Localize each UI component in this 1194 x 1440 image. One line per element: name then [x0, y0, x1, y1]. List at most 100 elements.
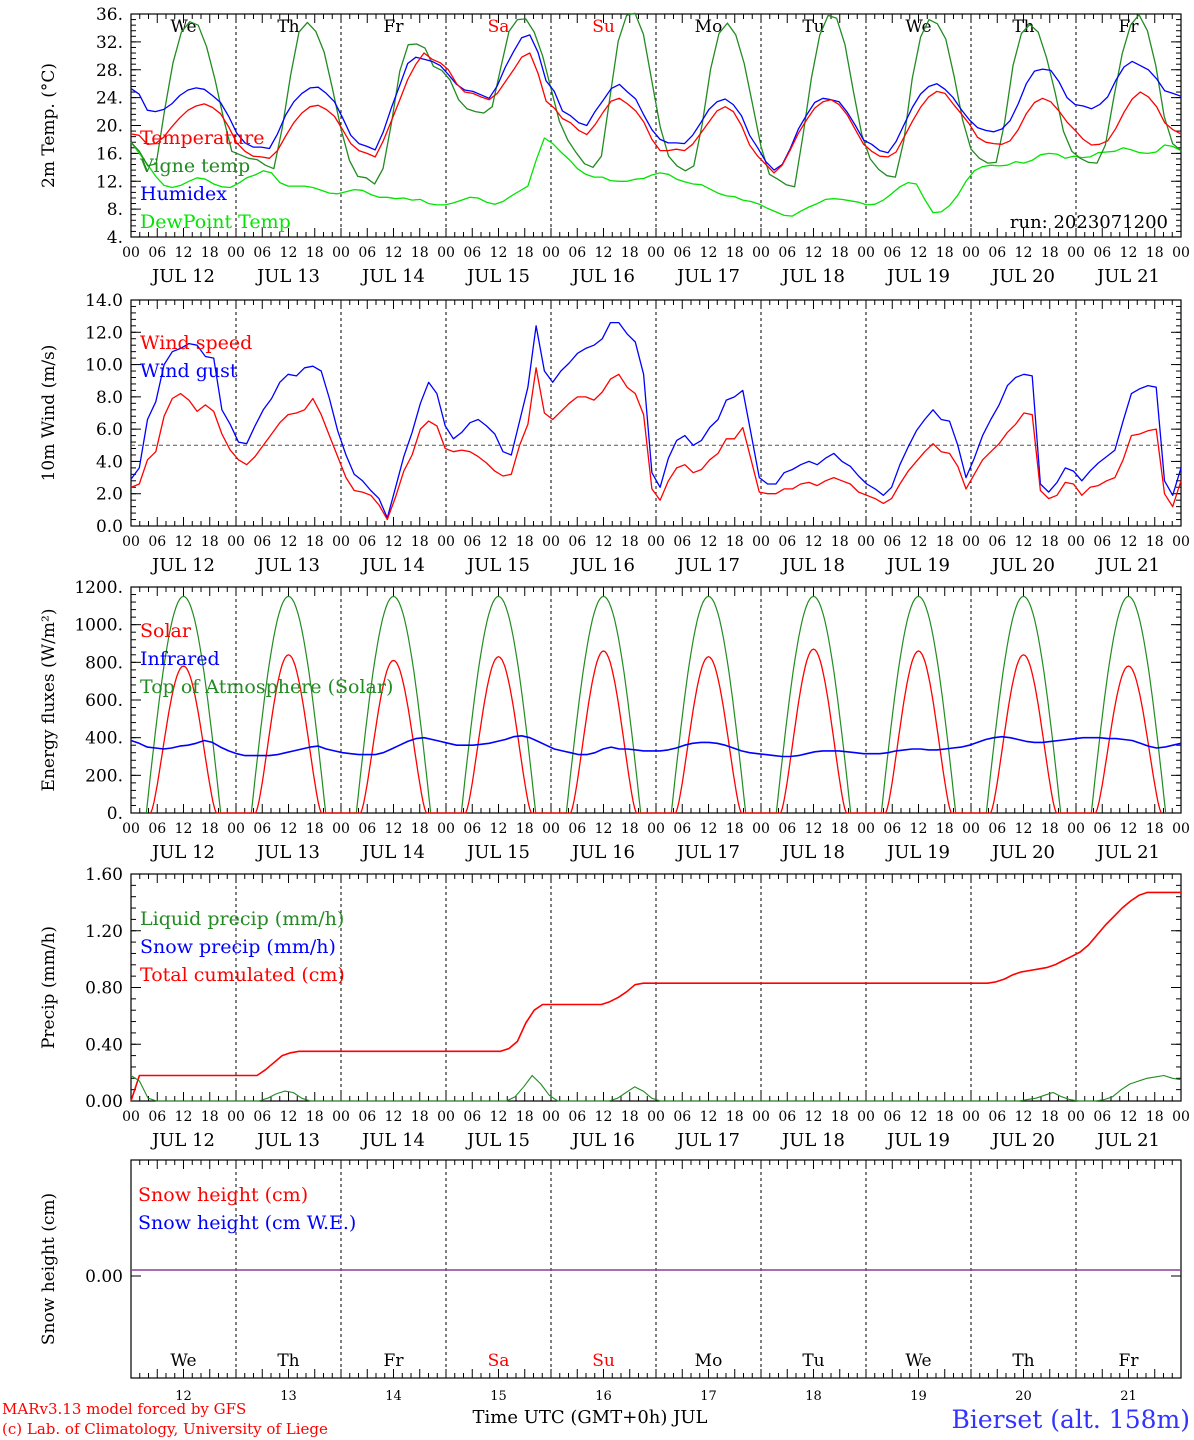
- y-tick-label: 200.: [85, 766, 123, 786]
- day-label: Th: [1012, 17, 1034, 37]
- legend-entry: Liquid precip (mm/h): [140, 908, 344, 930]
- x-date-label: JUL 17: [675, 842, 740, 863]
- x-hour-label: 12: [490, 821, 508, 837]
- x-date-label: JUL 21: [1095, 555, 1160, 576]
- x-hour-label: 06: [673, 245, 691, 261]
- x-hour-label: 00: [752, 245, 770, 261]
- x-hour-label: 06: [148, 1109, 166, 1125]
- x-hour-label: 18: [411, 245, 429, 261]
- x-hour-label: 00: [647, 1109, 665, 1125]
- x-date-label: JUL 14: [360, 555, 425, 576]
- x-hour-label: 00: [1172, 245, 1190, 261]
- x-hour-label: 00: [227, 534, 245, 550]
- x-date-label: JUL 12: [150, 842, 215, 863]
- x-hour-label: 18: [411, 821, 429, 837]
- x-hour-label: 18: [621, 1109, 639, 1125]
- station-name: Bierset (alt. 158m): [951, 1405, 1190, 1434]
- x-hour-label: 00: [1067, 534, 1085, 550]
- y-tick-label: 800.: [85, 653, 123, 673]
- y-axis-label: 10m Wind (m/s): [39, 345, 59, 482]
- y-tick-label: 0.40: [85, 1035, 123, 1055]
- x-date-label: JUL 16: [570, 266, 635, 287]
- x-hour-label: 00: [332, 245, 350, 261]
- x-hour-label: 18: [306, 245, 324, 261]
- x-hour-label: 12: [280, 821, 298, 837]
- day-number: 18: [805, 1389, 822, 1404]
- legend-entry: Infrared: [140, 648, 220, 670]
- series-line-dewpoint-temp: [130, 137, 1182, 217]
- x-hour-label: 00: [752, 534, 770, 550]
- series-line-wind-gust: [130, 321, 1182, 519]
- x-hour-label: 12: [805, 1109, 823, 1125]
- day-label: Su: [592, 17, 615, 37]
- x-date-label: JUL 13: [255, 555, 320, 576]
- legend-entry: Top of Atmosphere (Solar): [140, 676, 393, 698]
- x-hour-label: 18: [621, 245, 639, 261]
- x-date-label: JUL 14: [360, 1130, 425, 1151]
- x-hour-label: 00: [1067, 1109, 1085, 1125]
- legend-entry: Humidex: [140, 183, 227, 205]
- y-axis-label: Precip (mm/h): [39, 926, 59, 1049]
- y-tick-label: 2.0: [96, 485, 123, 505]
- x-hour-label: 18: [621, 534, 639, 550]
- x-hour-label: 06: [988, 245, 1006, 261]
- series-line-solar: [150, 648, 1162, 814]
- y-tick-label: 28.: [96, 61, 123, 81]
- x-date-label: JUL 18: [780, 842, 845, 863]
- x-hour-label: 00: [437, 1109, 455, 1125]
- x-hour-label: 18: [411, 534, 429, 550]
- day-number: 21: [1120, 1389, 1137, 1404]
- x-hour-label: 00: [962, 1109, 980, 1125]
- x-date-label: JUL 19: [885, 1130, 950, 1151]
- x-date-label: JUL 20: [990, 266, 1055, 287]
- x-date-label: JUL 19: [885, 266, 950, 287]
- x-hour-label: 00: [1067, 245, 1085, 261]
- x-hour-label: 06: [1093, 245, 1111, 261]
- legend-entry: Total cumulated (cm): [140, 964, 345, 986]
- y-tick-label: 0.80: [85, 979, 123, 999]
- x-hour-label: 06: [778, 1109, 796, 1125]
- day-label: Th: [1012, 1351, 1034, 1371]
- x-hour-label: 18: [306, 534, 324, 550]
- x-hour-label: 18: [1146, 245, 1164, 261]
- x-hour-label: 00: [962, 821, 980, 837]
- x-hour-label: 06: [358, 821, 376, 837]
- x-hour-label: 06: [988, 821, 1006, 837]
- x-hour-label: 12: [280, 245, 298, 261]
- x-hour-label: 18: [201, 821, 219, 837]
- x-hour-label: 06: [673, 821, 691, 837]
- x-date-label: JUL 20: [990, 555, 1055, 576]
- x-hour-label: 12: [595, 534, 613, 550]
- x-hour-label: 06: [988, 534, 1006, 550]
- x-date-label: JUL 17: [675, 266, 740, 287]
- day-number: 20: [1015, 1389, 1032, 1404]
- legend-entry: Snow precip (mm/h): [140, 936, 336, 958]
- x-hour-label: 06: [463, 821, 481, 837]
- x-hour-label: 18: [411, 1109, 429, 1125]
- legend-entry: Snow height (cm W.E.): [138, 1212, 356, 1234]
- x-hour-label: 00: [1172, 1109, 1190, 1125]
- x-hour-label: 12: [385, 534, 403, 550]
- x-hour-label: 18: [306, 1109, 324, 1125]
- x-date-label: JUL 13: [255, 842, 320, 863]
- x-date-label: JUL 18: [780, 1130, 845, 1151]
- day-label: Su: [592, 1351, 615, 1371]
- day-label: We: [905, 1351, 931, 1371]
- x-hour-label: 12: [490, 245, 508, 261]
- legend-entry: Vigne temp: [139, 155, 250, 177]
- x-date-label: JUL 13: [255, 266, 320, 287]
- x-hour-label: 06: [253, 245, 271, 261]
- x-hour-label: 12: [910, 1109, 928, 1125]
- x-hour-label: 06: [148, 534, 166, 550]
- x-date-label: JUL 19: [885, 555, 950, 576]
- x-hour-label: 12: [910, 245, 928, 261]
- day-label: Fr: [384, 1351, 405, 1371]
- x-hour-label: 00: [122, 245, 140, 261]
- day-label: Sa: [488, 17, 510, 37]
- x-date-label: JUL 17: [675, 1130, 740, 1151]
- x-hour-label: 18: [516, 534, 534, 550]
- x-hour-label: 00: [857, 821, 875, 837]
- x-hour-label: 06: [568, 1109, 586, 1125]
- x-hour-label: 18: [201, 534, 219, 550]
- x-date-label: JUL 12: [150, 1130, 215, 1151]
